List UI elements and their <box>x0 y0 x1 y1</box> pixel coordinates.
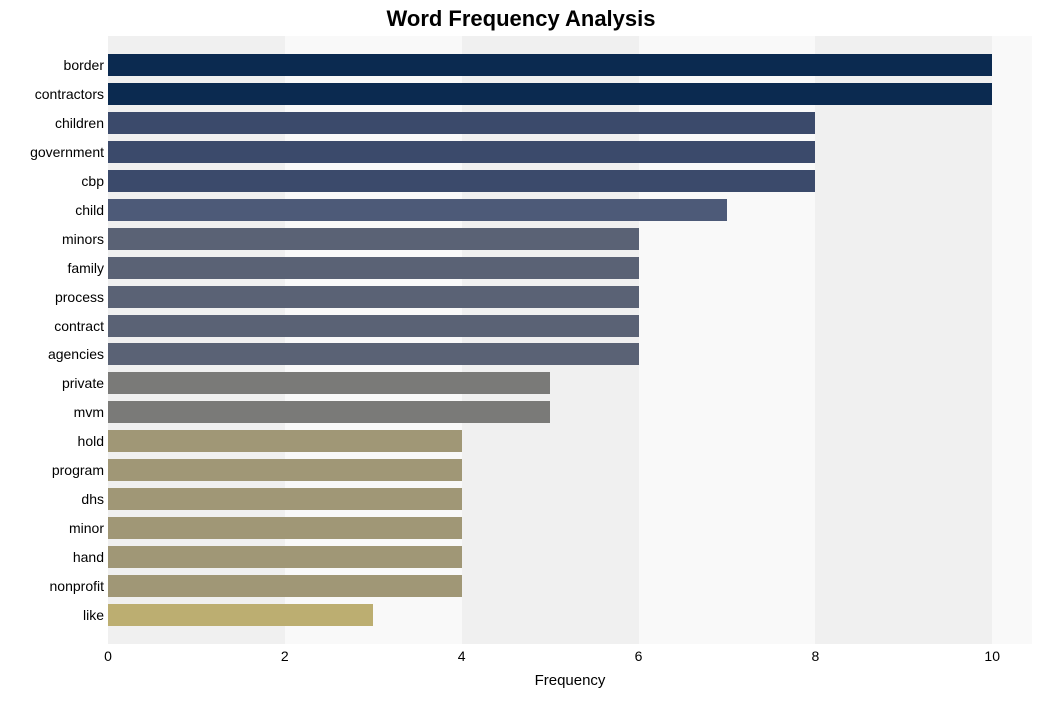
bar <box>108 372 550 394</box>
y-tick-label: dhs <box>0 488 104 510</box>
y-tick-label: like <box>0 604 104 626</box>
bar <box>108 459 462 481</box>
y-tick-label: program <box>0 459 104 481</box>
bar <box>108 170 815 192</box>
y-tick-label: agencies <box>0 343 104 365</box>
y-tick-label: cbp <box>0 170 104 192</box>
y-tick-label: family <box>0 257 104 279</box>
bar <box>108 575 462 597</box>
bar <box>108 315 639 337</box>
bar <box>108 488 462 510</box>
x-axis-ticks: 0246810 <box>108 644 1032 664</box>
y-tick-label: contractors <box>0 83 104 105</box>
y-tick-label: process <box>0 286 104 308</box>
x-tick-label: 10 <box>984 648 1000 664</box>
y-tick-label: child <box>0 199 104 221</box>
y-tick-label: children <box>0 112 104 134</box>
bar <box>108 199 727 221</box>
chart-title: Word Frequency Analysis <box>0 6 1042 32</box>
bar <box>108 430 462 452</box>
x-tick-label: 6 <box>635 648 643 664</box>
x-tick-label: 4 <box>458 648 466 664</box>
bar <box>108 286 639 308</box>
bar <box>108 604 373 626</box>
y-tick-label: contract <box>0 315 104 337</box>
bar <box>108 546 462 568</box>
bar <box>108 517 462 539</box>
y-tick-label: government <box>0 141 104 163</box>
bar <box>108 257 639 279</box>
x-tick-label: 0 <box>104 648 112 664</box>
x-tick-label: 2 <box>281 648 289 664</box>
y-tick-label: hold <box>0 430 104 452</box>
bar <box>108 54 992 76</box>
y-tick-label: nonprofit <box>0 575 104 597</box>
bar <box>108 343 639 365</box>
bar <box>108 112 815 134</box>
y-axis-labels: border contractors children government cbp ch… <box>0 36 104 644</box>
y-tick-label: minors <box>0 228 104 250</box>
bar <box>108 401 550 423</box>
y-tick-label: private <box>0 372 104 394</box>
bar <box>108 228 639 250</box>
y-tick-label: minor <box>0 517 104 539</box>
bar <box>108 141 815 163</box>
y-tick-label: border <box>0 54 104 76</box>
y-tick-label: hand <box>0 546 104 568</box>
chart-container: Word Frequency Analysis border contractor… <box>0 0 1042 701</box>
x-tick-label: 8 <box>811 648 819 664</box>
y-tick-label: mvm <box>0 401 104 423</box>
bars-layer <box>108 36 1032 644</box>
bar <box>108 83 992 105</box>
plot-area <box>108 36 1032 644</box>
x-axis-label: Frequency <box>108 672 1032 689</box>
